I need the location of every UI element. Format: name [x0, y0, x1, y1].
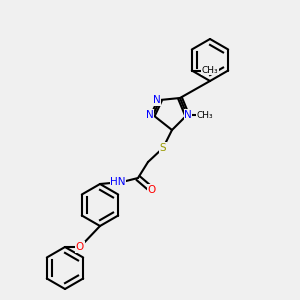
- Text: S: S: [160, 143, 166, 153]
- Text: O: O: [76, 242, 84, 252]
- Text: O: O: [148, 185, 156, 195]
- Text: HN: HN: [110, 177, 126, 187]
- Text: N: N: [184, 110, 192, 120]
- Text: CH₃: CH₃: [202, 66, 218, 75]
- Text: N: N: [146, 110, 154, 120]
- Text: CH₃: CH₃: [197, 110, 213, 119]
- Text: N: N: [153, 95, 161, 105]
